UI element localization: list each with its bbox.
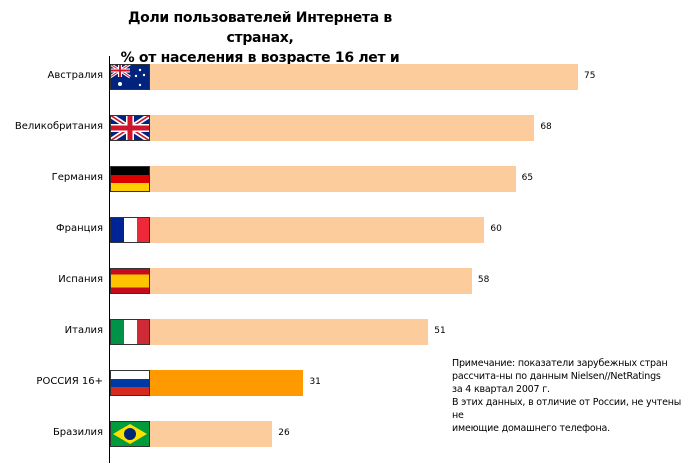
- bar: [110, 268, 472, 294]
- category-label: Испания: [58, 274, 103, 285]
- bar: [110, 217, 485, 243]
- bar: [110, 319, 429, 345]
- bar: [110, 115, 535, 141]
- italy-flag-icon: [110, 319, 150, 345]
- chart-note: Примечание: показатели зарубежных стран …: [452, 357, 693, 435]
- bar: [110, 64, 578, 90]
- data-label: 68: [540, 122, 552, 132]
- brazil-flag-icon: [110, 421, 150, 447]
- title-line-1: Доли пользователей Интернета в странах,: [127, 10, 392, 46]
- category-label: РОССИЯ 16+: [36, 376, 103, 387]
- category-label: Австралия: [47, 70, 103, 81]
- category-label: Великобритания: [14, 121, 103, 132]
- data-label: 75: [584, 71, 596, 81]
- data-label: 60: [490, 224, 502, 234]
- category-label: Бразилия: [52, 427, 103, 438]
- note-line: за 4 квартал 2007 г.: [452, 384, 550, 395]
- note-line: имеющие домашнего телефона.: [452, 423, 610, 434]
- spain-flag-icon: [110, 268, 150, 294]
- data-label: 26: [278, 428, 290, 438]
- category-label: Франция: [56, 223, 103, 234]
- note-line: рассчита-ны по данным Nielsen//NetRating…: [452, 371, 661, 382]
- bar: [110, 166, 516, 192]
- france-flag-icon: [110, 217, 150, 243]
- germany-flag-icon: [110, 166, 150, 192]
- australia-flag-icon: [109, 62, 150, 90]
- note-line: Примечание: показатели зарубежных стран: [452, 358, 668, 369]
- russia-flag-icon: [110, 370, 150, 396]
- category-label: Италия: [64, 325, 103, 336]
- data-label: 65: [521, 173, 534, 183]
- note-line: В этих данных, в отличие от России, не у…: [452, 397, 682, 421]
- uk-flag-icon: [108, 112, 152, 144]
- y-axis: [109, 56, 110, 463]
- data-label: 58: [477, 275, 490, 285]
- category-label: Германия: [51, 172, 103, 183]
- data-label: 51: [434, 326, 446, 336]
- data-label: 31: [309, 377, 321, 387]
